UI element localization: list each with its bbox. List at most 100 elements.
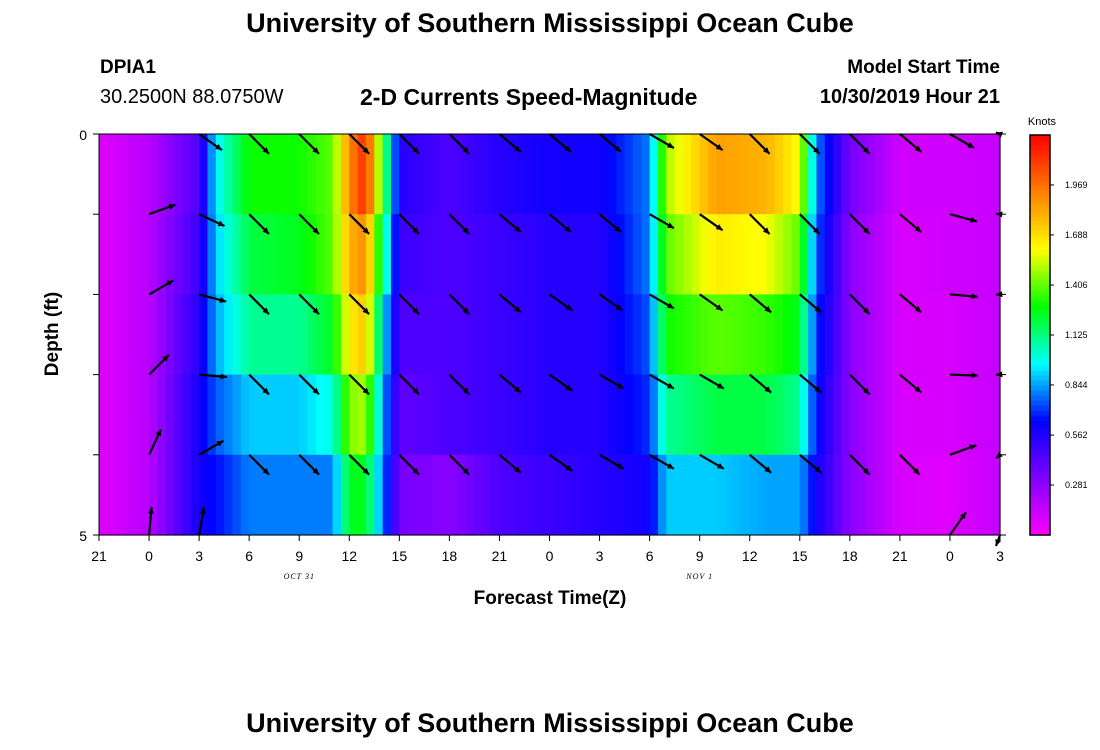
legend-tick-label: 1.969	[1065, 180, 1088, 190]
heatmap-cell	[949, 294, 959, 376]
heatmap-cell	[749, 454, 759, 536]
heatmap-cell	[374, 134, 384, 215]
heatmap-cell	[532, 374, 542, 456]
heatmap-cell	[199, 214, 209, 295]
heatmap-cell	[349, 374, 359, 456]
legend-tick-label: 0.844	[1065, 380, 1088, 390]
current-vector-arrowhead	[362, 227, 370, 234]
heatmap-cell	[574, 374, 584, 456]
heatmap-cell	[616, 454, 626, 536]
heatmap-cell	[407, 134, 417, 215]
heatmap-cell	[941, 134, 951, 215]
heatmap-cell	[182, 294, 192, 376]
heatmap-cell	[983, 374, 993, 456]
heatmap-cell	[657, 374, 667, 456]
legend-color-step	[1030, 345, 1050, 351]
heatmap-cell	[99, 134, 108, 215]
heatmap-cell	[482, 214, 492, 295]
heatmap-cell	[165, 134, 175, 215]
current-vector-arrowhead	[514, 466, 521, 473]
x-tick-label: 18	[842, 548, 858, 564]
heatmap-cell	[783, 294, 793, 376]
heatmap-cell	[357, 374, 367, 456]
heatmap-cell	[107, 214, 117, 295]
legend-color-step	[1030, 260, 1050, 266]
heatmap-cell	[791, 134, 801, 215]
heatmap-cell	[616, 214, 626, 295]
heatmap-cell	[132, 374, 142, 456]
heatmap-cell	[466, 134, 476, 215]
x-tick-label: 12	[742, 548, 758, 564]
heatmap-cell	[449, 214, 459, 295]
legend-color-step	[1030, 145, 1050, 151]
heatmap-cell	[682, 134, 692, 215]
heatmap-cell	[824, 134, 834, 215]
heatmap-cell	[174, 214, 184, 295]
heatmap-cell	[274, 374, 284, 456]
heatmap-cell	[816, 214, 826, 295]
heatmap-cell	[708, 214, 717, 295]
x-tick-label: 12	[341, 548, 357, 564]
x-tick-label: 15	[792, 548, 808, 564]
current-vector-arrowhead	[996, 291, 1003, 298]
current-vector-arrowhead	[814, 386, 822, 393]
current-vector-arrowhead	[312, 307, 319, 315]
heatmap-cell	[424, 134, 434, 215]
heatmap-cell	[324, 214, 334, 295]
legend-color-step	[1030, 285, 1050, 291]
heatmap-cell	[466, 214, 476, 295]
legend-color-step	[1030, 365, 1050, 371]
current-vector-arrowhead	[362, 468, 370, 475]
heatmap-cell	[332, 454, 342, 536]
heatmap-cell	[991, 294, 1001, 376]
x-tick-label: 0	[546, 548, 554, 564]
legend-color-step	[1030, 440, 1050, 446]
heatmap-cell	[858, 374, 868, 456]
heatmap-cell	[491, 294, 501, 376]
current-vector-arrowhead	[666, 382, 674, 389]
current-vector-arrowhead	[614, 225, 621, 233]
current-vector-arrowhead	[615, 304, 623, 311]
heatmap-cell	[507, 294, 517, 376]
heatmap-cell	[616, 294, 626, 376]
heatmap-cell	[874, 374, 884, 456]
heatmap-cell	[783, 454, 793, 536]
current-vector-arrowhead	[514, 386, 521, 393]
heatmap-cell	[899, 214, 909, 295]
heatmap-cell	[649, 134, 659, 215]
heatmap-cell	[99, 294, 108, 376]
heatmap-cell	[666, 214, 676, 295]
heatmap-cell	[891, 294, 901, 376]
heatmap-cell	[966, 374, 976, 456]
heatmap-cell	[332, 374, 342, 456]
heatmap-cell	[991, 454, 1001, 536]
heatmap-cell	[424, 374, 434, 456]
legend-color-step	[1030, 330, 1050, 336]
heatmap-cell	[441, 294, 450, 376]
heatmap-cell	[374, 374, 384, 456]
current-vector-arrowhead	[412, 147, 420, 154]
heatmap-cell	[816, 454, 826, 536]
heatmap-cell	[883, 374, 893, 456]
heatmap-cell	[474, 374, 484, 456]
heatmap-cell	[299, 214, 309, 295]
heatmap-cell	[132, 454, 142, 536]
heatmap-cell	[491, 374, 501, 456]
heatmap-cell	[883, 454, 893, 536]
current-vector-arrowhead	[971, 293, 978, 300]
heatmap-cell	[474, 454, 484, 536]
legend-color-step	[1030, 210, 1050, 216]
heatmap-cell	[891, 214, 901, 295]
heatmap-cell	[232, 374, 242, 456]
heatmap-cell	[182, 454, 192, 536]
heatmap-cell	[307, 454, 317, 536]
legend-color-step	[1030, 300, 1050, 306]
heatmap-cell	[124, 134, 133, 215]
heatmap-cell	[691, 454, 701, 536]
heatmap-cell	[349, 454, 359, 536]
heatmap-cell	[107, 294, 117, 376]
current-vector-arrowhead	[715, 304, 723, 311]
current-vector-arrowhead	[412, 227, 420, 234]
heatmap-cell	[190, 374, 200, 456]
legend-color-step	[1030, 395, 1050, 401]
